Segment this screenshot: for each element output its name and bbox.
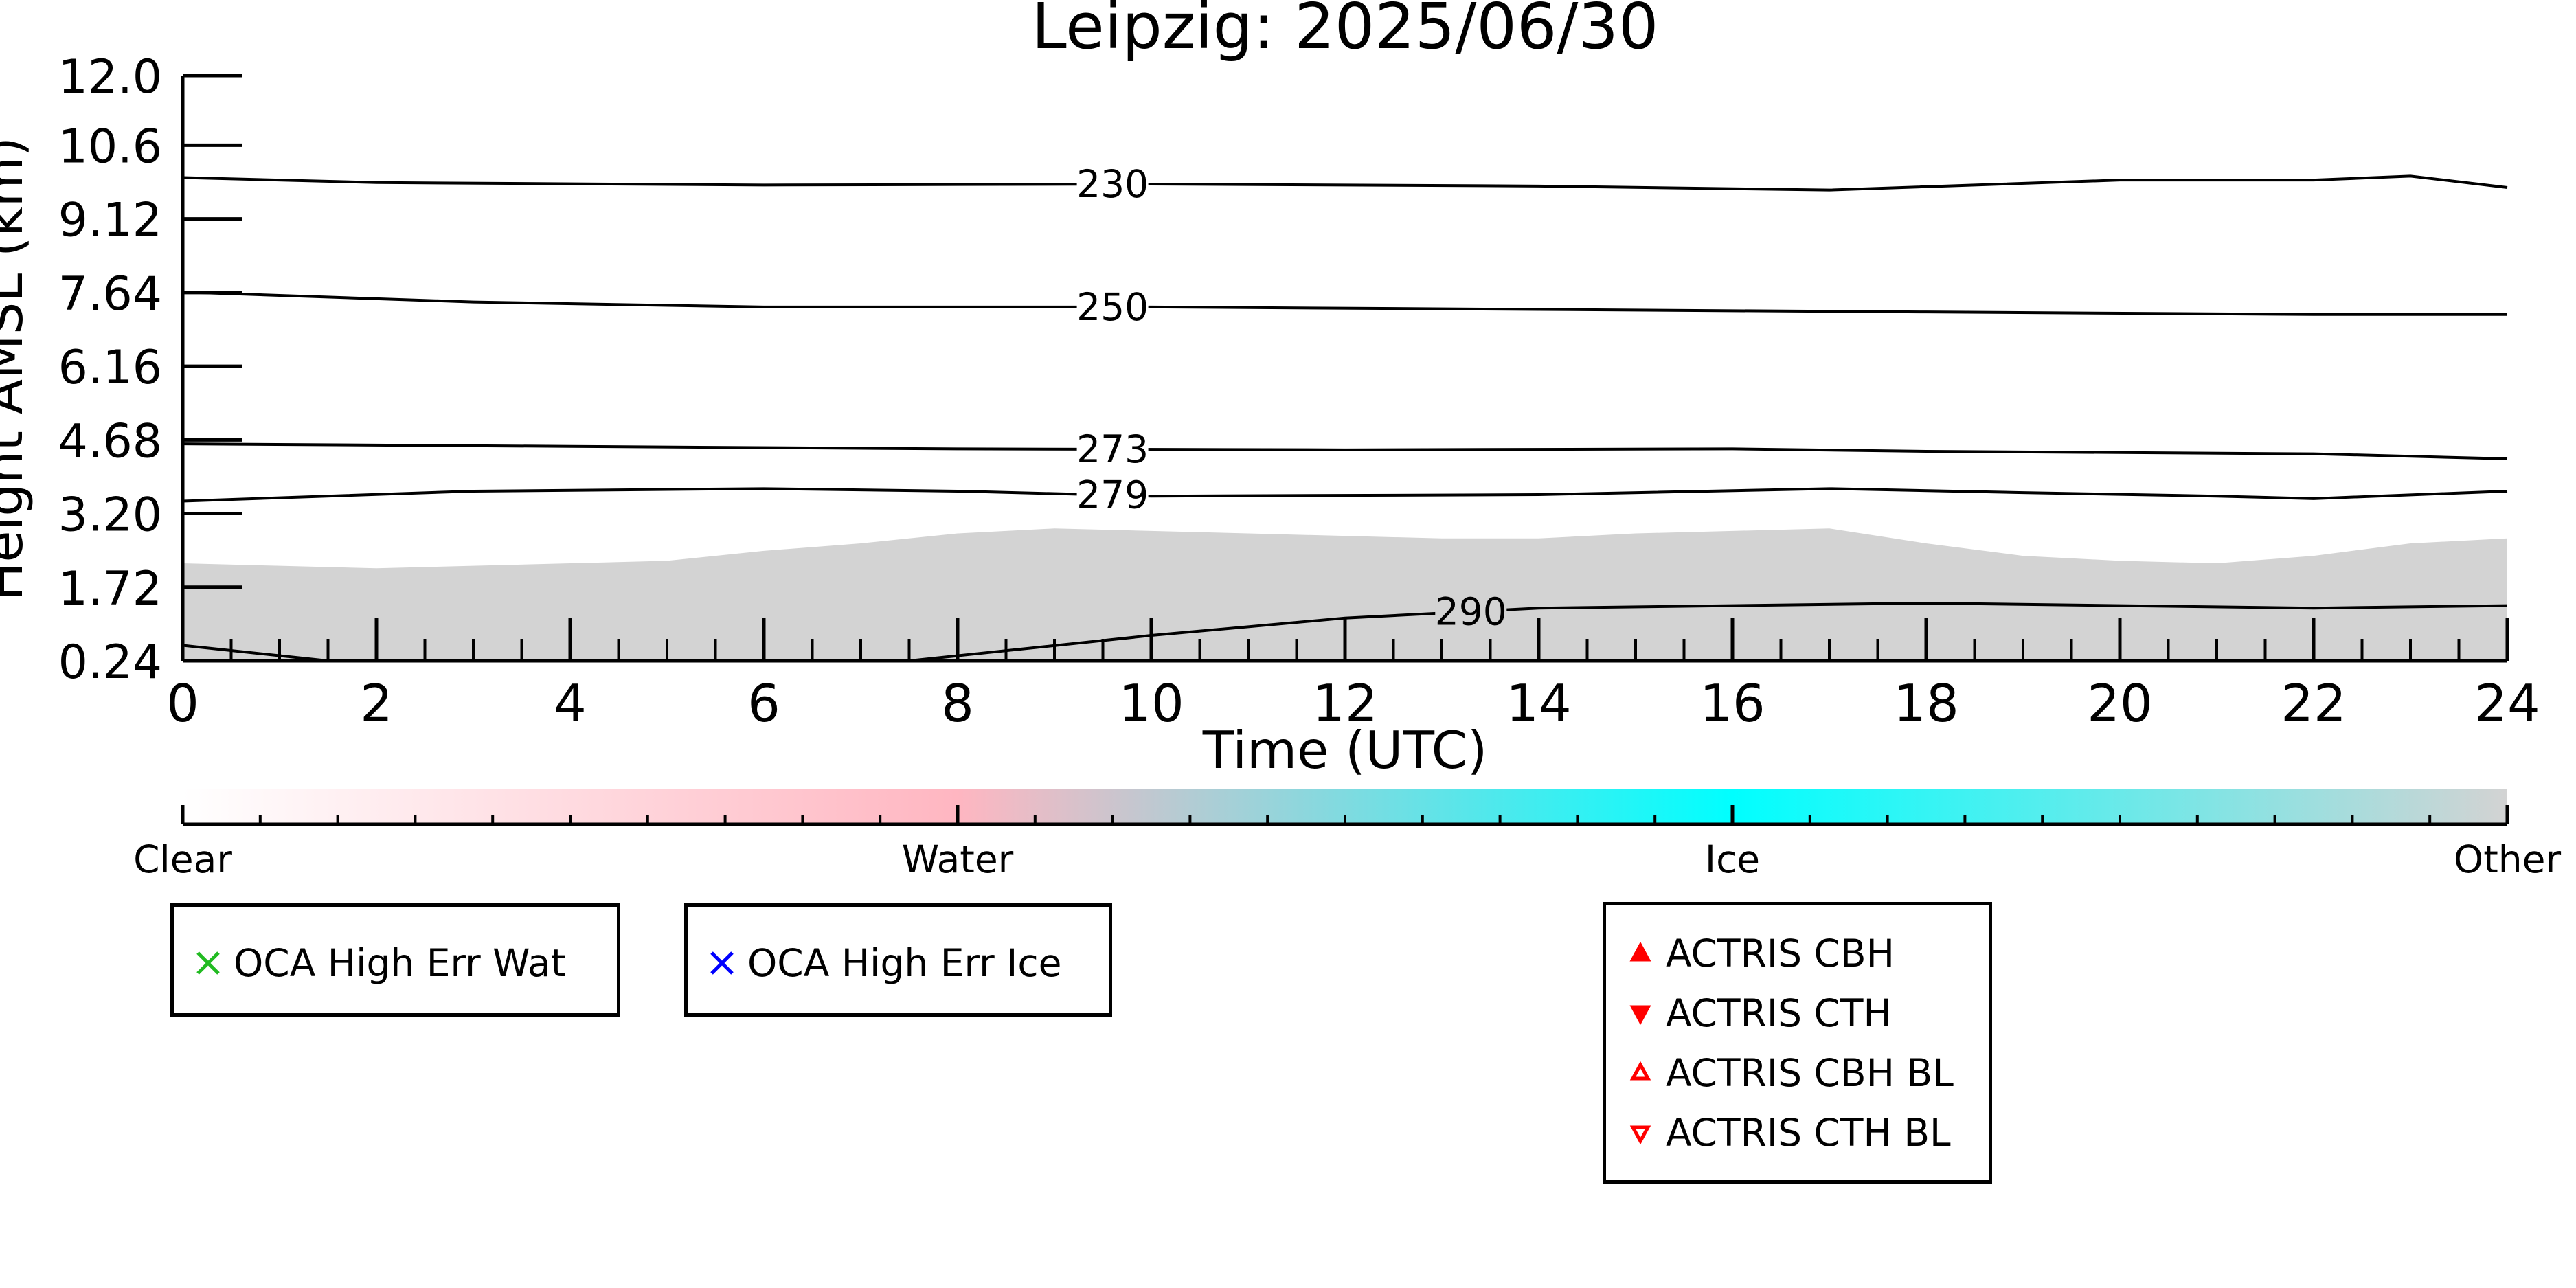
contour-label-gap [1076, 432, 1149, 466]
colorbar-label: Clear [133, 837, 232, 881]
y-tick-label: 1.72 [58, 562, 162, 616]
y-tick-label: 6.16 [58, 341, 162, 395]
y-tick-label: 3.20 [58, 488, 162, 543]
contour-label: 273 [1076, 427, 1149, 471]
triangle-up-filled-icon [1623, 933, 1658, 974]
x-tick-label: 4 [554, 673, 587, 734]
x-tick-label: 22 [2281, 673, 2346, 734]
legend-actris: ACTRIS CBH ACTRIS CTH ACTRIS CBH BL ACTRIS … [1603, 902, 1992, 1184]
contour-line-273 [182, 442, 2508, 460]
legend-oca-ice: OCA High Err Ice [684, 903, 1112, 1017]
classification-colorbar: Clear Water Ice Other [133, 789, 2561, 881]
legend-oca-water: OCA High Err Wat [170, 903, 620, 1017]
colorbar-label: Ice [1705, 837, 1760, 881]
y-tick-label: 10.6 [58, 120, 162, 174]
contour-label: 290 [1435, 589, 1507, 633]
contour-line-279 [182, 487, 2508, 503]
legend-label: OCA High Err Ice [747, 941, 1062, 985]
colorbar-label: Water [902, 837, 1014, 881]
contour-label: 279 [1076, 473, 1149, 517]
x-tick-label: 10 [1118, 673, 1184, 734]
x-axis-label: Time (UTC) [1202, 720, 1488, 780]
contour-label: 250 [1076, 285, 1149, 329]
colorbar-label: Other [2454, 837, 2562, 881]
y-tick-label: 0.24 [58, 635, 162, 690]
legend-label: ACTRIS CTH [1666, 991, 1892, 1035]
x-tick-label: 14 [1506, 673, 1571, 734]
x-tick-label: 24 [2474, 673, 2540, 734]
y-tick-label: 4.68 [58, 414, 162, 468]
x-tick-label: 6 [747, 673, 780, 734]
contour-label-gap [1076, 478, 1149, 512]
x-tick-label: 2 [360, 673, 393, 734]
contour-label-gap [1076, 290, 1149, 324]
x-marker-icon [705, 942, 739, 984]
legend-item: ACTRIS CTH [1623, 986, 1892, 1041]
x-tick-label: 20 [2087, 673, 2152, 734]
legend-item: ACTRIS CBH [1623, 926, 1895, 981]
legend-label: ACTRIS CBH BL [1666, 1051, 1954, 1095]
y-tick-label: 12.0 [58, 50, 162, 104]
triangle-down-filled-icon [1623, 993, 1658, 1034]
y-tick-label: 7.64 [58, 267, 162, 321]
y-axis-label: Height AMSL (km) [0, 137, 34, 601]
contour-label-gap [1435, 595, 1507, 629]
legend-label: ACTRIS CTH BL [1666, 1111, 1951, 1155]
x-tick-label: 0 [166, 673, 199, 734]
axes: 12.010.69.127.646.164.683.201.720.240 2 4 6… [58, 50, 2540, 734]
x-tick-label: 16 [1699, 673, 1765, 734]
x-tick-label: 8 [941, 673, 974, 734]
contour-label-gap [1076, 168, 1149, 201]
legend-label: ACTRIS CBH [1666, 931, 1895, 975]
contour-line-250 [182, 291, 2507, 316]
x-tick-label: 12 [1312, 673, 1377, 734]
chart-title: Leipzig: 2025/06/30 [1032, 0, 1659, 63]
legend-item: ACTRIS CTH BL [1623, 1105, 1951, 1160]
x-tick-label: 18 [1893, 673, 1958, 734]
x-marker-icon [191, 942, 225, 984]
legend-label: OCA High Err Wat [234, 941, 566, 985]
contour-line-230 [182, 174, 2508, 192]
triangle-up-outline-icon [1623, 1052, 1658, 1094]
triangle-down-outline-icon [1623, 1112, 1658, 1153]
contour-label: 230 [1076, 162, 1149, 206]
y-tick-label: 9.12 [58, 194, 162, 248]
legend-item: ACTRIS CBH BL [1623, 1046, 1954, 1100]
